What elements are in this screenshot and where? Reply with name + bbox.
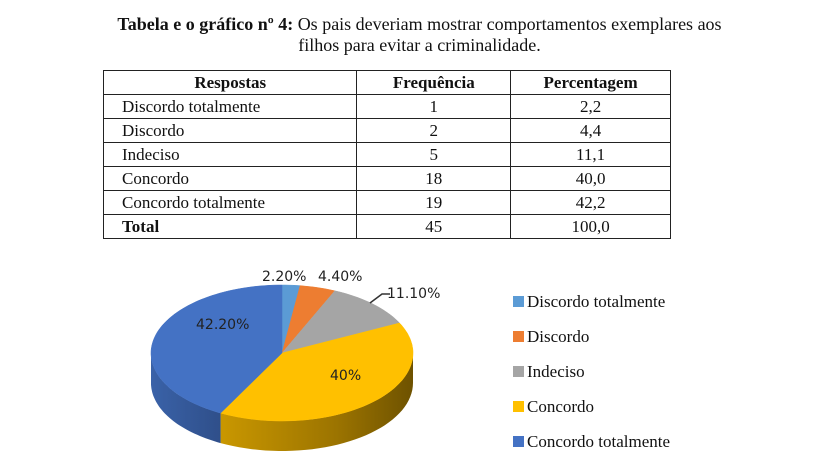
pie-side-concordo: [220, 353, 413, 451]
legend-swatch: [513, 296, 524, 307]
cell-total-frequencia: 45: [356, 214, 512, 239]
cell-resposta: Indeciso: [102, 142, 358, 167]
legend-label: Discordo: [527, 326, 590, 346]
chart-legend: Discordo totalmente Discordo Indeciso Co…: [513, 284, 670, 459]
legend-swatch: [513, 436, 524, 447]
legend-label: Concordo: [527, 396, 595, 416]
legend-swatch: [513, 366, 524, 377]
legend-item-concordo-totalmente: Concordo totalmente: [513, 424, 670, 459]
table-total-row: Total 45 100,0: [102, 214, 671, 239]
pie-side-concordo-totalmente: [151, 353, 221, 444]
legend-item-discordo: Discordo: [513, 319, 670, 354]
pie-slice-indeciso: [281, 290, 400, 354]
table-row: Discordo totalmente 1 2,2: [102, 94, 671, 119]
title-line1: Os pais deveriam mostrar comportamentos …: [293, 14, 722, 34]
cell-total-percentagem: 100,0: [510, 214, 671, 239]
legend-label: Indeciso: [527, 361, 585, 381]
chart-title: Tabela e o gráfico nº 4: Os pais deveria…: [0, 14, 839, 56]
cell-frequencia: 18: [356, 166, 512, 191]
label-discordo-totalmente: 2.20%: [262, 269, 306, 285]
legend-label: Discordo totalmente: [527, 291, 666, 311]
label-indeciso: 11.10%: [387, 286, 440, 302]
cell-resposta: Discordo totalmente: [102, 94, 358, 119]
legend-swatch: [513, 331, 524, 342]
legend-swatch: [513, 401, 524, 412]
title-line2: filhos para evitar a criminalidade.: [298, 35, 541, 55]
cell-percentagem: 4,4: [510, 118, 671, 143]
cell-total-label: Total: [102, 214, 358, 239]
pie-slices: [150, 284, 414, 422]
table-header-row: Respostas Frequência Percentagem: [102, 70, 671, 95]
legend-item-discordo-totalmente: Discordo totalmente: [513, 284, 670, 319]
pie-slice-concordo-totalmente: [150, 284, 283, 414]
title-bold: Tabela e o gráfico nº 4:: [117, 14, 294, 34]
header-respostas: Respostas: [102, 70, 358, 95]
table-row: Indeciso 5 11,1: [102, 142, 671, 167]
legend-item-concordo: Concordo: [513, 389, 670, 424]
header-percentagem: Percentagem: [510, 70, 671, 95]
cell-resposta: Discordo: [102, 118, 358, 143]
cell-resposta: Concordo: [102, 166, 358, 191]
cell-percentagem: 2,2: [510, 94, 671, 119]
legend-item-indeciso: Indeciso: [513, 354, 670, 389]
header-frequencia: Frequência: [356, 70, 512, 95]
pie-slice-discordo: [281, 285, 336, 354]
label-discordo: 4.40%: [318, 269, 362, 285]
cell-percentagem: 42,2: [510, 190, 671, 215]
pie-slice-concordo: [220, 322, 414, 422]
label-concordo-totalmente: 42.20%: [196, 317, 249, 333]
leader-line: [369, 293, 390, 304]
label-concordo: 40%: [330, 368, 361, 384]
pie-side-walls: [151, 353, 413, 451]
table-row: Discordo 2 4,4: [102, 118, 671, 143]
cell-frequencia: 1: [356, 94, 512, 119]
cell-percentagem: 11,1: [510, 142, 671, 167]
legend-label: Concordo totalmente: [527, 431, 671, 451]
cell-percentagem: 40,0: [510, 166, 671, 191]
frequency-table: Respostas Frequência Percentagem Discord…: [102, 70, 671, 239]
table-row: Concordo 18 40,0: [102, 166, 671, 191]
